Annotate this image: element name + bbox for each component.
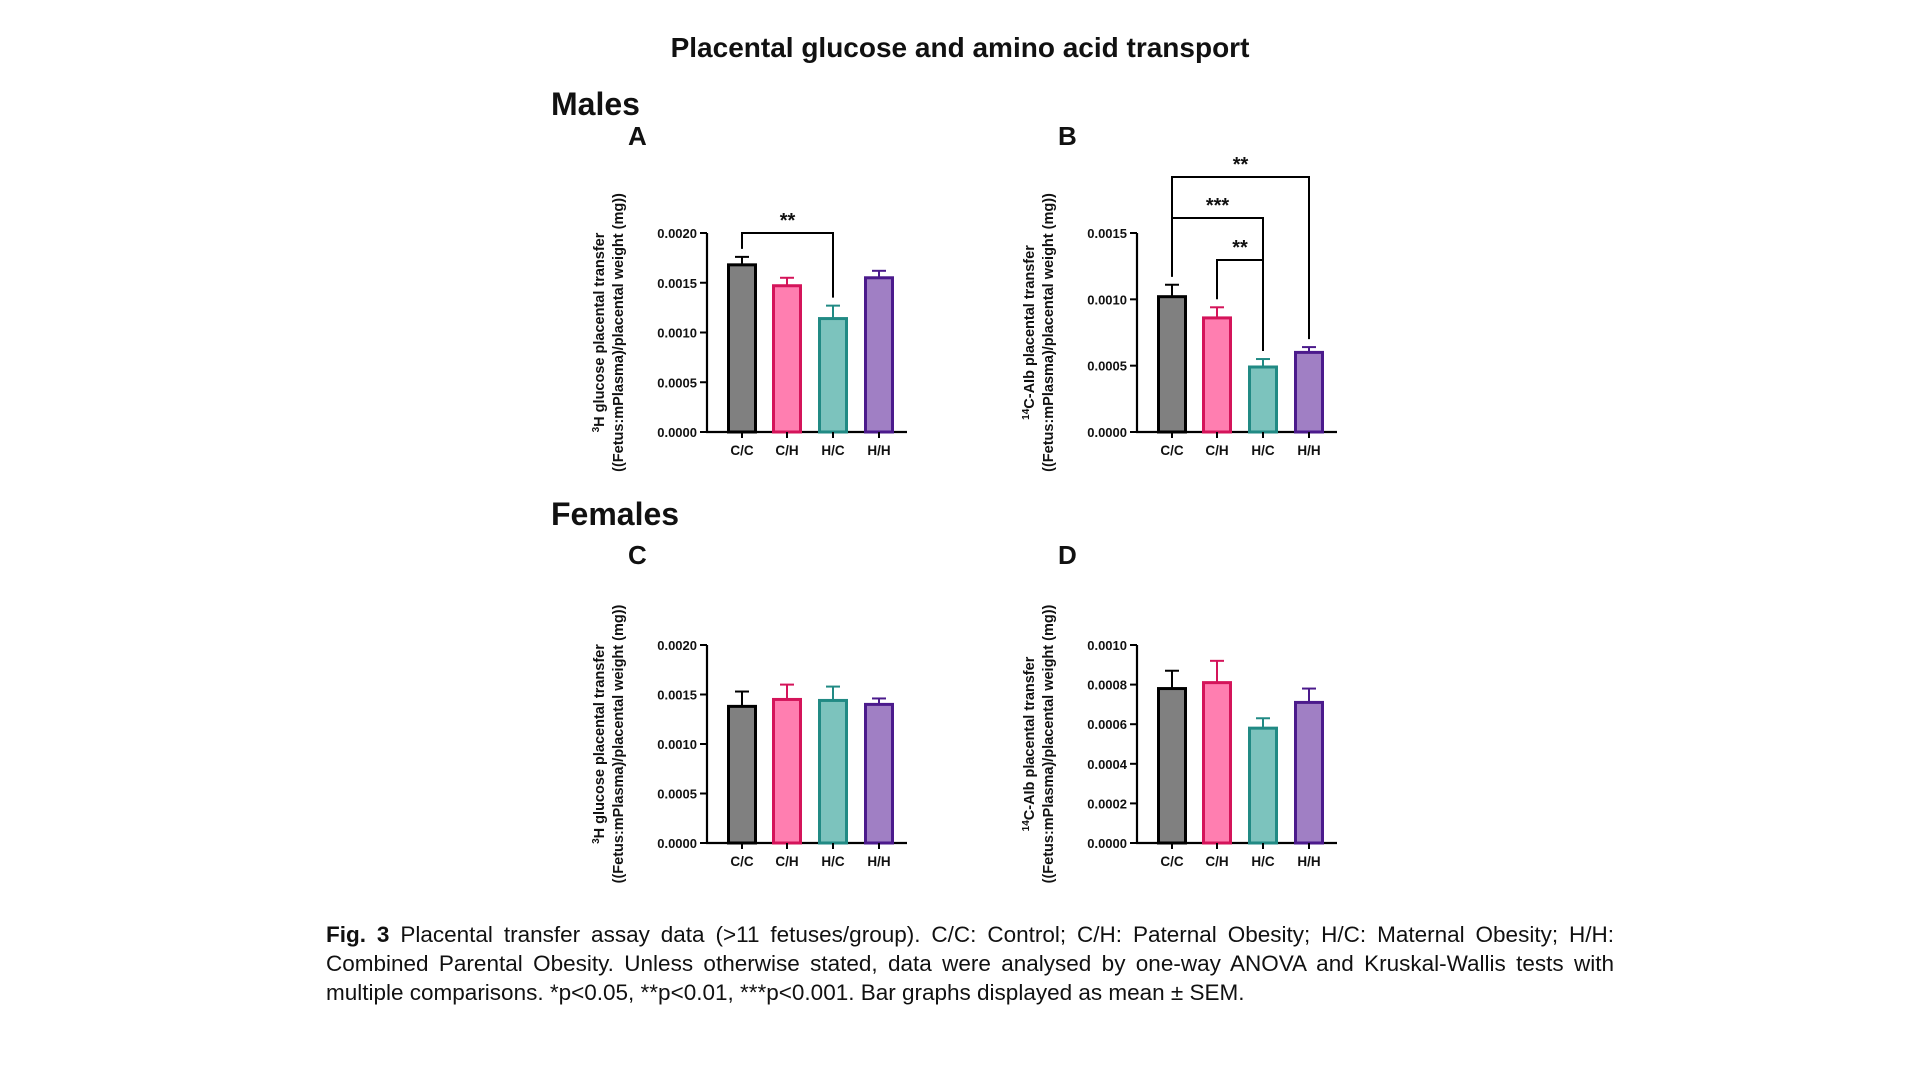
y-tick-label: 0.0005 bbox=[657, 787, 697, 802]
x-tick-label: H/C bbox=[821, 443, 845, 458]
y-axis-title-line1-text: C-AIb placental transfer bbox=[1022, 656, 1038, 820]
x-tick-label: C/C bbox=[1160, 854, 1184, 869]
bar-h-c bbox=[1248, 726, 1278, 845]
y-tick-label: 0.0004 bbox=[1087, 757, 1128, 772]
significance-bracket bbox=[1171, 176, 1310, 340]
x-tick-label: H/H bbox=[1297, 443, 1320, 458]
y-tick-label: 0.0015 bbox=[657, 688, 697, 703]
figure-caption: Fig. 3 Placental transfer assay data (>1… bbox=[326, 920, 1614, 1007]
y-tick-label: 0.0000 bbox=[1087, 425, 1127, 440]
y-axis-title: 3H glucose placental transfer ((Fetus:mPl… bbox=[591, 193, 627, 472]
y-axis-title-line1-text: H glucose placental transfer bbox=[592, 232, 608, 427]
y-axis-title-superscript: 14 bbox=[1021, 820, 1032, 832]
panel-letter-b: B bbox=[1058, 121, 1077, 151]
y-tick-label: 0.0000 bbox=[1087, 836, 1127, 851]
y-tick-label: 0.0010 bbox=[1087, 292, 1127, 307]
y-tick-label: 0.0006 bbox=[1087, 717, 1127, 732]
x-tick-label: C/H bbox=[775, 854, 798, 869]
figure-title: Placental glucose and amino acid transpo… bbox=[670, 32, 1250, 63]
y-tick-label: 0.0005 bbox=[1087, 359, 1127, 374]
x-tick-label: H/H bbox=[867, 854, 890, 869]
y-tick-label: 0.0010 bbox=[657, 326, 697, 341]
y-tick-label: 0.0005 bbox=[657, 375, 697, 390]
bar-c-h bbox=[1202, 681, 1232, 845]
y-tick-label: 0.0002 bbox=[1087, 796, 1127, 811]
significance-label: *** bbox=[1206, 195, 1230, 217]
significance-label: ** bbox=[780, 210, 796, 232]
y-axis-title: 3H glucose placental transfer ((Fetus:mPl… bbox=[591, 604, 627, 883]
y-tick-label: 0.0000 bbox=[657, 425, 697, 440]
y-axis-title-line2: ((Fetus:mPlasma)/placental weight (mg)) bbox=[611, 604, 627, 883]
panel-letter-d: D bbox=[1058, 540, 1077, 570]
y-tick-label: 0.0015 bbox=[1087, 226, 1127, 241]
y-axis-title-superscript: 3 bbox=[591, 838, 602, 844]
y-axis-title-line1-text: H glucose placental transfer bbox=[592, 644, 608, 839]
y-tick-label: 0.0010 bbox=[657, 737, 697, 752]
y-axis-title: 14C-AIb placental transfer ((Fetus:mPlasm… bbox=[1021, 604, 1057, 883]
x-tick-label: C/C bbox=[730, 854, 754, 869]
caption-fig-label: Fig. 3 bbox=[326, 922, 390, 947]
bar-h-h bbox=[1294, 700, 1324, 845]
x-tick-label: C/H bbox=[1205, 854, 1228, 869]
y-tick-label: 0.0015 bbox=[657, 276, 697, 291]
section-label-males: Males bbox=[551, 86, 640, 122]
x-tick-label: H/C bbox=[821, 854, 845, 869]
panel-letter-c: C bbox=[628, 540, 647, 570]
significance-label: ** bbox=[1232, 237, 1248, 259]
y-tick-label: 0.0000 bbox=[657, 836, 697, 851]
y-tick-label: 0.0020 bbox=[657, 638, 697, 653]
y-axis-title-line2: ((Fetus:mPlasma)/placental weight (mg)) bbox=[1041, 193, 1057, 472]
y-axis-title-line1: 3H glucose placental transfer bbox=[591, 232, 608, 432]
y-axis-title-line1: 3H glucose placental transfer bbox=[591, 644, 608, 844]
x-tick-label: C/H bbox=[775, 443, 798, 458]
y-axis-title-superscript: 14 bbox=[1021, 408, 1032, 420]
x-tick-label: C/C bbox=[730, 443, 754, 458]
y-axis-title-line2: ((Fetus:mPlasma)/placental weight (mg)) bbox=[611, 193, 627, 472]
bar-h-c bbox=[818, 698, 848, 845]
y-axis-title-line1-text: C-AIb placental transfer bbox=[1022, 245, 1038, 409]
bar-c-c bbox=[1157, 687, 1187, 845]
y-tick-label: 0.0010 bbox=[1087, 638, 1127, 653]
section-label-females: Females bbox=[551, 496, 680, 532]
bar-h-h bbox=[1294, 350, 1324, 434]
x-tick-label: H/H bbox=[867, 443, 890, 458]
y-tick-label: 0.0020 bbox=[657, 226, 697, 241]
x-tick-label: H/C bbox=[1251, 443, 1275, 458]
y-tick-label: 0.0008 bbox=[1087, 678, 1127, 693]
y-axis-title-superscript: 3 bbox=[591, 426, 602, 432]
x-tick-label: C/H bbox=[1205, 443, 1228, 458]
significance-label: ** bbox=[1233, 154, 1249, 176]
y-axis-title-line1: 14C-AIb placental transfer bbox=[1021, 656, 1038, 831]
x-tick-label: C/C bbox=[1160, 443, 1184, 458]
caption-text: Placental transfer assay data (>11 fetus… bbox=[326, 922, 1614, 1005]
panel-letter-a: A bbox=[628, 121, 647, 151]
y-axis-title: 14C-AIb placental transfer ((Fetus:mPlasm… bbox=[1021, 193, 1057, 472]
x-tick-label: H/C bbox=[1251, 854, 1275, 869]
y-axis-title-line1: 14C-AIb placental transfer bbox=[1021, 245, 1038, 420]
x-tick-label: H/H bbox=[1297, 854, 1320, 869]
significance-bracket bbox=[741, 232, 834, 298]
y-axis-title-line2: ((Fetus:mPlasma)/placental weight (mg)) bbox=[1041, 604, 1057, 883]
